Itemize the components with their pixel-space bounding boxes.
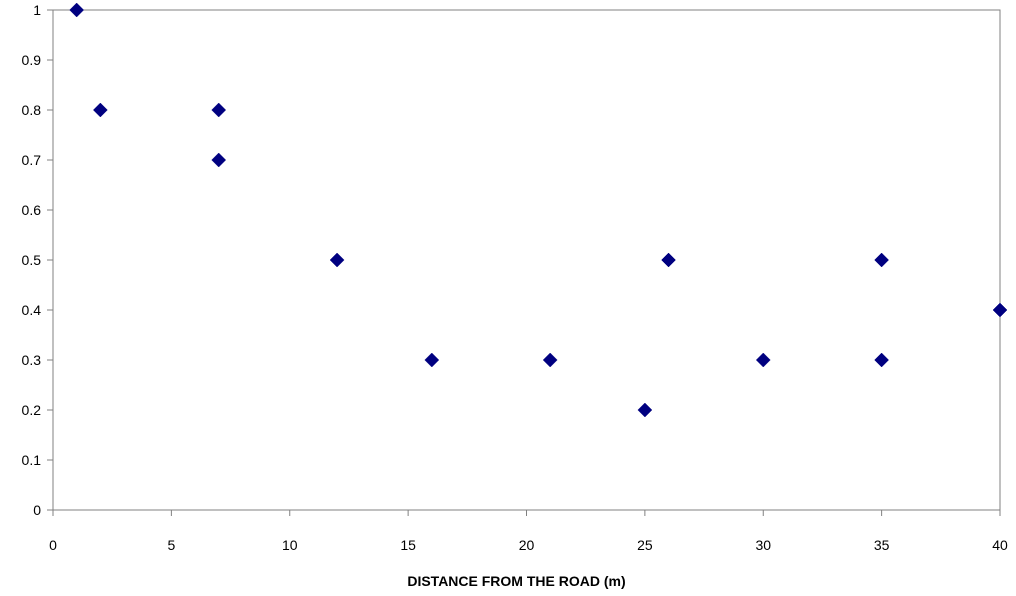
y-tick-label: 0.6: [22, 202, 42, 218]
x-tick-label: 35: [874, 537, 890, 553]
data-point: [211, 152, 227, 168]
x-tick-label: 40: [992, 537, 1008, 553]
data-point: [637, 402, 653, 418]
x-axis: 0 5 10 15 20 25 30 35 40: [49, 509, 1008, 553]
y-tick-label: 0.1: [22, 452, 42, 468]
data-point: [542, 352, 558, 368]
data-point: [92, 102, 108, 118]
plot-area-frame: [52, 9, 1001, 511]
y-tick-label: 0.3: [22, 352, 42, 368]
y-tick-label: 0.9: [22, 52, 42, 68]
x-tick-label: 25: [637, 537, 653, 553]
y-axis: 0 0.1 0.2 0.3 0.4 0.5 0.6 0.7 0.8 0.9 1: [22, 2, 54, 518]
data-point: [329, 252, 345, 268]
data-point: [992, 302, 1008, 318]
data-point: [211, 102, 227, 118]
data-points: [69, 2, 1008, 418]
y-tick-label: 0.5: [22, 252, 42, 268]
y-tick-label: 1: [33, 2, 41, 18]
data-point: [874, 352, 889, 368]
x-tick-label: 30: [755, 537, 771, 553]
y-tick-label: 0.8: [22, 102, 42, 118]
data-point: [755, 352, 771, 368]
x-tick-label: 5: [167, 537, 175, 553]
y-tick-label: 0.4: [22, 302, 42, 318]
x-axis-title: DISTANCE FROM THE ROAD (m): [407, 573, 625, 589]
x-tick-label: 0: [49, 537, 57, 553]
data-point: [661, 252, 676, 268]
x-tick-label: 20: [519, 537, 535, 553]
x-tick-label: 10: [282, 537, 298, 553]
data-point: [874, 252, 889, 268]
data-point: [424, 352, 440, 368]
data-point: [69, 2, 85, 18]
y-tick-label: 0: [33, 502, 41, 518]
y-tick-label: 0.2: [22, 402, 42, 418]
y-tick-label: 0.7: [22, 152, 42, 168]
x-tick-label: 15: [400, 537, 416, 553]
